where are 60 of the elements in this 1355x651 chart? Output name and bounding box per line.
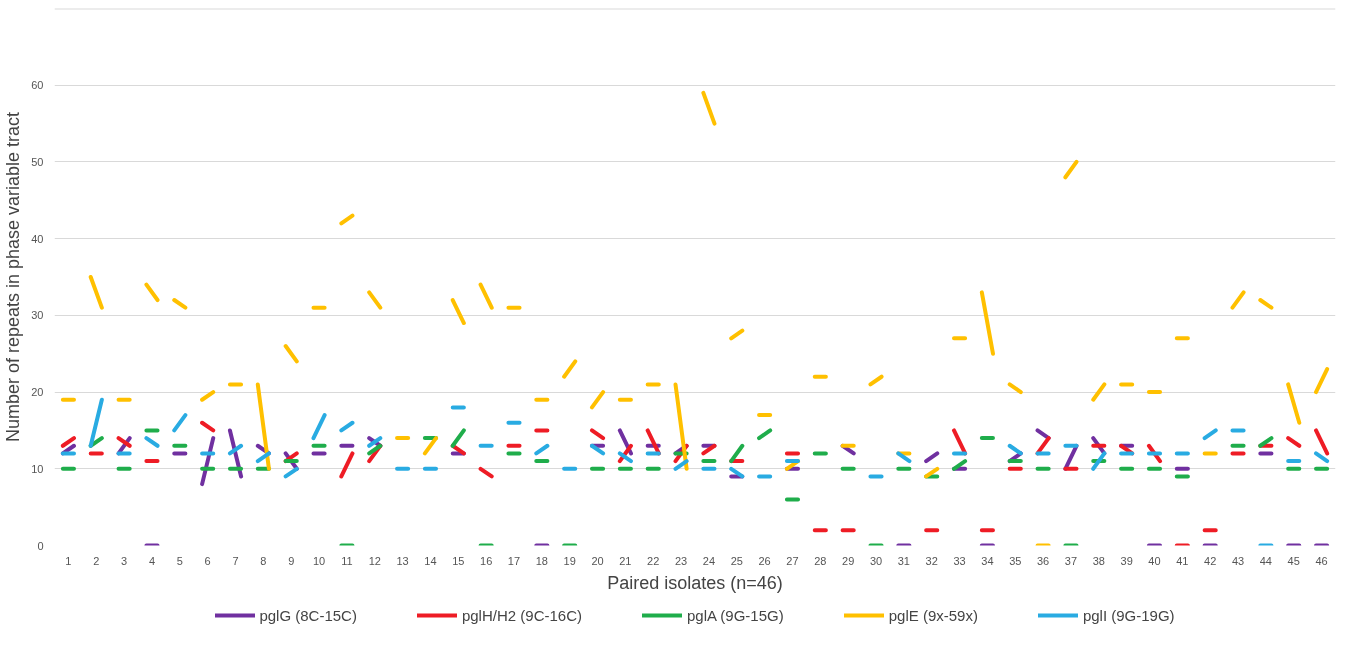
x-tick-label: 28 bbox=[814, 554, 827, 567]
x-tick-label: 3 bbox=[121, 554, 128, 567]
y-tick-label: 60 bbox=[31, 79, 44, 92]
x-tick-label: 22 bbox=[647, 554, 660, 567]
x-tick-label: 35 bbox=[1009, 554, 1022, 567]
x-tick-label: 31 bbox=[897, 554, 910, 567]
x-tick-label: 45 bbox=[1287, 554, 1300, 567]
x-tick-label: 38 bbox=[1092, 554, 1105, 567]
x-tick-label: 23 bbox=[674, 554, 688, 567]
x-tick-label: 5 bbox=[176, 554, 183, 567]
x-tick-label: 16 bbox=[480, 554, 493, 567]
x-tick-label: 39 bbox=[1120, 554, 1133, 567]
y-tick-label: 20 bbox=[31, 386, 44, 399]
x-tick-label: 4 bbox=[148, 554, 156, 567]
x-tick-label: 27 bbox=[786, 554, 799, 567]
y-tick-label: 40 bbox=[31, 232, 44, 245]
x-tick-label: 42 bbox=[1204, 554, 1217, 567]
y-tick-label: 10 bbox=[31, 462, 44, 475]
x-tick-label: 25 bbox=[730, 554, 743, 567]
y-tick-label: 30 bbox=[31, 309, 44, 322]
x-tick-label: 20 bbox=[591, 554, 604, 567]
x-tick-label: 13 bbox=[396, 554, 409, 567]
x-tick-label: 43 bbox=[1231, 554, 1245, 567]
x-tick-label: 18 bbox=[535, 554, 548, 567]
x-tick-label: 36 bbox=[1036, 554, 1050, 567]
x-tick-label: 19 bbox=[563, 554, 576, 567]
x-tick-label: 41 bbox=[1176, 554, 1189, 567]
x-tick-label: 1 bbox=[65, 554, 72, 567]
y-tick-label: 0 bbox=[37, 539, 44, 552]
x-tick-label: 29 bbox=[842, 554, 855, 567]
x-tick-label: 12 bbox=[368, 554, 381, 567]
x-tick-label: 32 bbox=[925, 554, 938, 567]
legend-label: pglG (8C-15C) bbox=[259, 606, 357, 624]
x-tick-label: 37 bbox=[1064, 554, 1078, 567]
x-tick-label: 46 bbox=[1315, 554, 1328, 567]
x-tick-label: 14 bbox=[424, 554, 437, 567]
x-tick-label: 21 bbox=[619, 554, 632, 567]
legend-label: pglA (9G-15G) bbox=[686, 606, 784, 624]
x-tick-label: 30 bbox=[869, 554, 883, 567]
x-tick-label: 26 bbox=[758, 554, 771, 567]
legend-label: pglE (9x-59x) bbox=[888, 606, 978, 624]
y-tick-label: 50 bbox=[31, 155, 44, 168]
x-tick-label: 34 bbox=[981, 554, 994, 567]
x-axis-title: Paired isolates (n=46) bbox=[607, 572, 783, 593]
x-tick-label: 44 bbox=[1259, 554, 1273, 567]
x-tick-label: 15 bbox=[452, 554, 465, 567]
x-tick-label: 10 bbox=[312, 554, 326, 567]
x-tick-label: 9 bbox=[288, 554, 295, 567]
x-tick-label: 24 bbox=[702, 554, 716, 567]
x-tick-label: 40 bbox=[1148, 554, 1161, 567]
x-tick-label: 7 bbox=[232, 554, 239, 567]
x-tick-label: 17 bbox=[507, 554, 521, 567]
x-tick-label: 33 bbox=[953, 554, 966, 567]
legend-label: pglH/H2 (9C-16C) bbox=[461, 606, 582, 624]
x-tick-label: 8 bbox=[260, 554, 267, 567]
x-tick-label: 11 bbox=[341, 554, 353, 567]
y-axis-title: Number of repeats in phase variable tract bbox=[3, 111, 24, 443]
x-tick-label: 6 bbox=[204, 554, 211, 567]
legend-label: pglI (9G-19G) bbox=[1082, 606, 1175, 624]
x-tick-label: 2 bbox=[93, 554, 100, 567]
